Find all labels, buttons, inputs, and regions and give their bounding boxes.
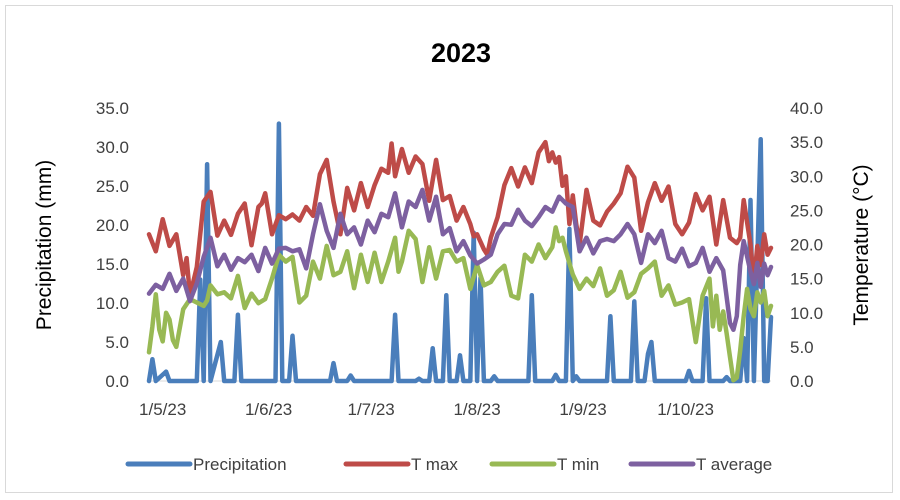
x-tick-label: 1/7/23 xyxy=(348,400,395,419)
series-lines xyxy=(146,121,774,384)
x-tick-label: 1/6/23 xyxy=(245,400,292,419)
x-tick-label: 1/10/23 xyxy=(657,400,714,419)
y-tick-label-left: 35.0 xyxy=(96,99,129,118)
legend-label-t-min: T min xyxy=(557,455,599,474)
chart-title: 2023 xyxy=(431,38,491,68)
y-tick-label-right: 15.0 xyxy=(790,270,823,289)
legend: Precipitation T max T min T average xyxy=(125,455,772,474)
y-tick-label-left: 10.0 xyxy=(96,294,129,313)
y-tick-label-right: 35.0 xyxy=(790,133,823,152)
y-tick-label-right: 40.0 xyxy=(790,99,823,118)
series-line-t-max xyxy=(146,139,774,298)
y-tick-label-right: 5.0 xyxy=(790,338,814,357)
y-axis-title-right: Temperature (°C) xyxy=(850,164,873,325)
y-axis-title-left: Precipitation (mm) xyxy=(33,160,56,330)
y-tick-label-right: 0.0 xyxy=(790,372,814,391)
axis-ticks: 0.0 5.0 10.0 15.0 20.0 25.0 30.0 35.0 0.0 5.0 10.0… xyxy=(96,99,823,419)
x-tick-label: 1/8/23 xyxy=(453,400,500,419)
y-tick-label-left: 5.0 xyxy=(105,333,129,352)
y-tick-label-right: 20.0 xyxy=(790,236,823,255)
y-tick-label-left: 25.0 xyxy=(96,177,129,196)
y-tick-label-left: 15.0 xyxy=(96,255,129,274)
chart-svg: 2023 Precipitation (mm) Temperature (°C)… xyxy=(33,38,873,474)
y-tick-label-right: 30.0 xyxy=(790,167,823,186)
legend-label-t-max: T max xyxy=(411,455,458,474)
y-tick-label-left: 0.0 xyxy=(105,372,129,391)
chart-frame: 2023 Precipitation (mm) Temperature (°C)… xyxy=(5,5,893,493)
series-line-precipitation xyxy=(146,121,774,384)
y-tick-label-left: 30.0 xyxy=(96,138,129,157)
y-tick-label-right: 25.0 xyxy=(790,201,823,220)
legend-label-precipitation: Precipitation xyxy=(193,455,287,474)
series-line-t-average xyxy=(146,187,774,333)
y-tick-label-left: 20.0 xyxy=(96,216,129,235)
x-tick-label: 1/9/23 xyxy=(559,400,606,419)
y-tick-label-right: 10.0 xyxy=(790,304,823,323)
legend-label-t-average: T average xyxy=(696,455,772,474)
x-tick-label: 1/5/23 xyxy=(139,400,186,419)
